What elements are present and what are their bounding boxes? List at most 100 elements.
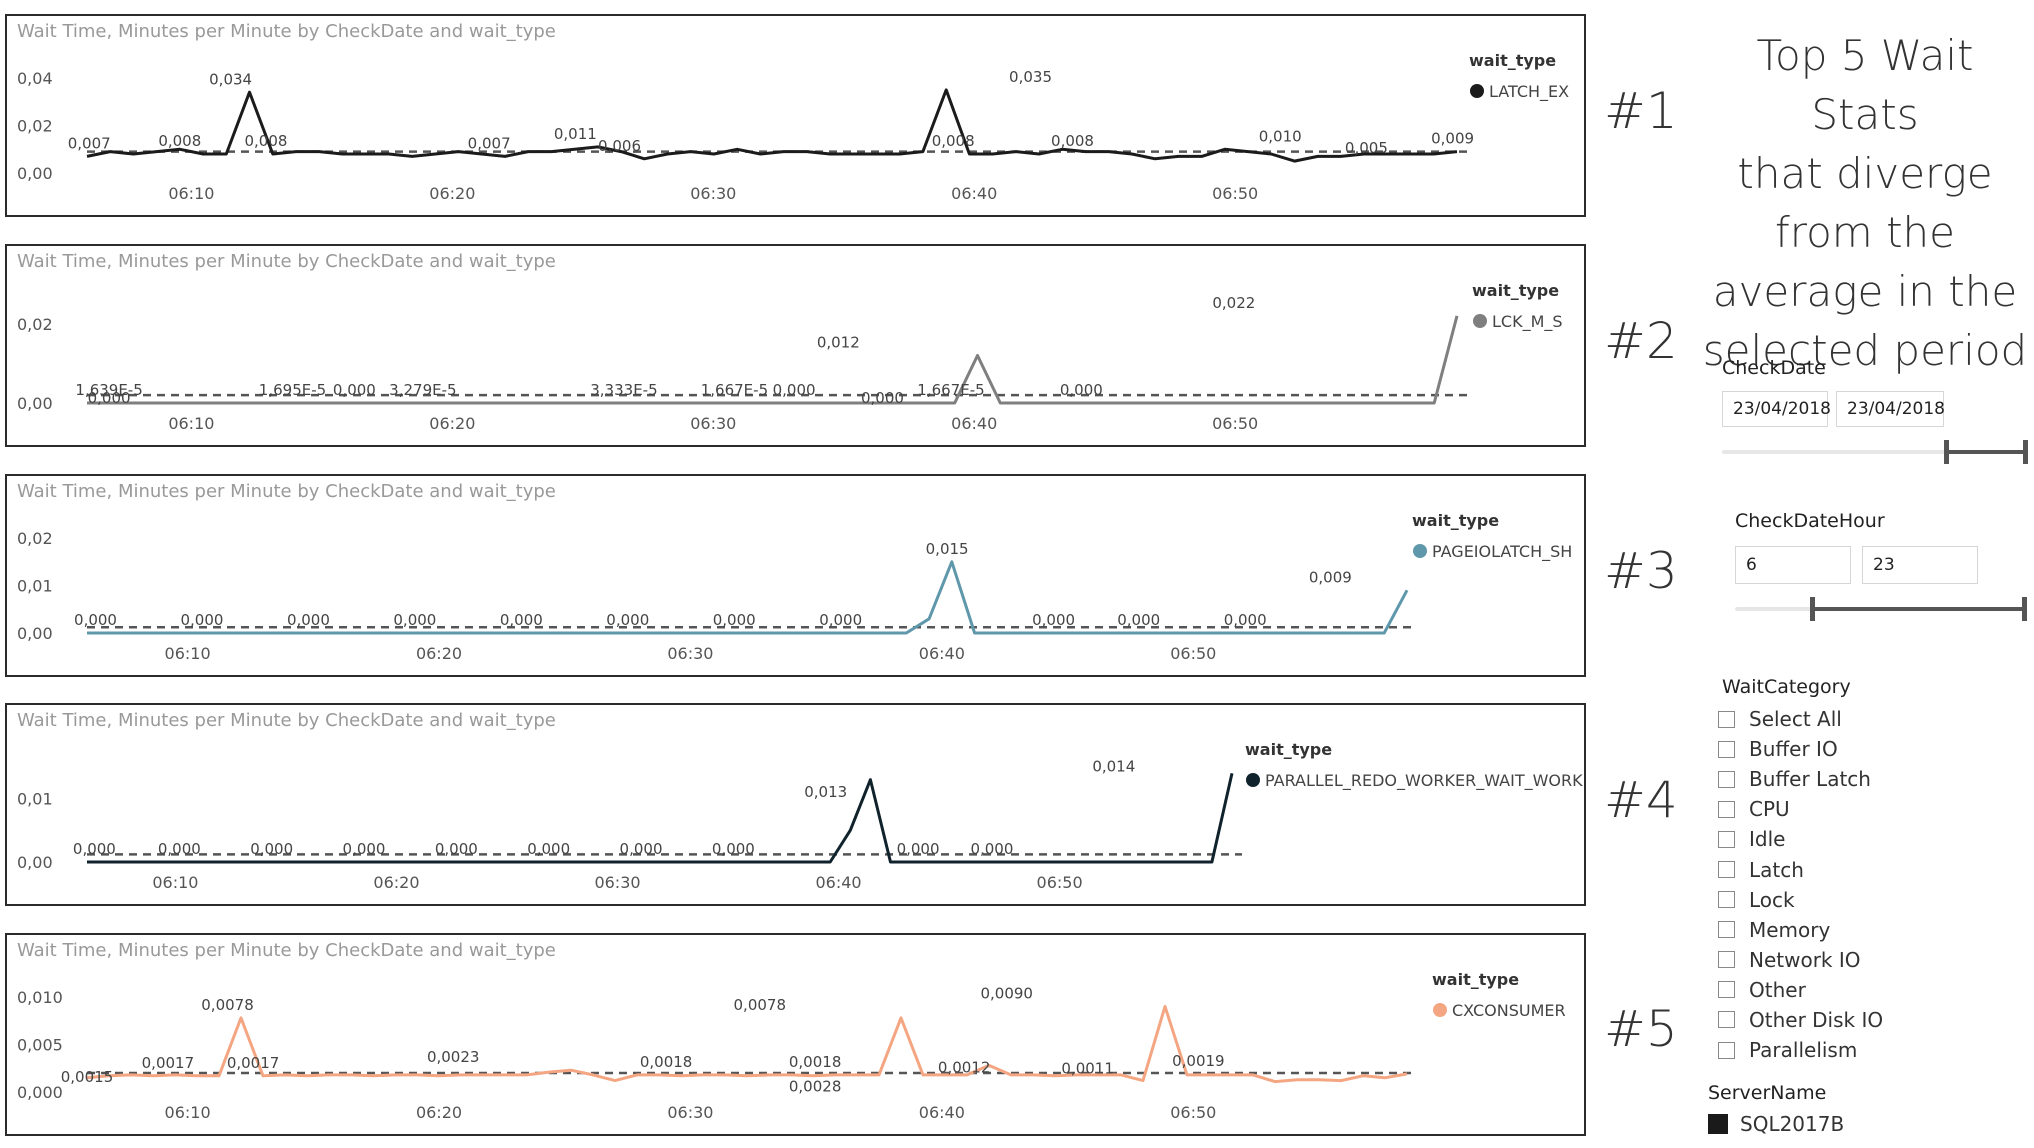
x-tick-label: 06:40 <box>919 644 965 663</box>
data-label: 0,000 <box>180 611 223 629</box>
data-label: 0,000 <box>333 381 376 399</box>
report-title-line: from the <box>1774 208 1956 257</box>
chart-panel-1[interactable]: Wait Time, Minutes per Minute by CheckDa… <box>5 14 1586 217</box>
x-tick-label: 06:30 <box>667 644 713 663</box>
legend-title: wait_type <box>1472 281 1559 300</box>
x-tick-label: 06:20 <box>429 184 475 203</box>
checkbox[interactable] <box>1718 921 1735 939</box>
checkbox[interactable] <box>1718 1041 1735 1059</box>
line-chart-cxconsumer[interactable]: Wait Time, Minutes per Minute by CheckDa… <box>7 935 1584 1134</box>
waitcategory-item[interactable]: CPU <box>1718 794 1883 824</box>
line-chart-latch-ex[interactable]: Wait Time, Minutes per Minute by CheckDa… <box>7 16 1584 215</box>
x-tick-label: 06:30 <box>690 184 736 203</box>
servername-checkbox-checked[interactable] <box>1708 1114 1728 1134</box>
legend-title: wait_type <box>1245 740 1332 759</box>
waitcategory-item[interactable]: Select All <box>1718 704 1883 734</box>
checkbox[interactable] <box>1718 740 1735 758</box>
servername-label: ServerName <box>1708 1082 1827 1104</box>
waitcategory-item[interactable]: Memory <box>1718 915 1883 945</box>
waitcategory-item[interactable]: Buffer Latch <box>1718 764 1883 794</box>
checkdatehour-from-input[interactable]: 6 <box>1735 546 1851 584</box>
checkbox[interactable] <box>1718 981 1735 999</box>
series-line <box>86 88 1458 163</box>
data-label: 0,013 <box>804 783 847 801</box>
checkbox[interactable] <box>1718 710 1735 728</box>
data-label: 0,000 <box>861 389 904 407</box>
chart-panel-2[interactable]: Wait Time, Minutes per Minute by CheckDa… <box>5 244 1586 447</box>
x-tick-label: 06:10 <box>152 873 198 892</box>
line-chart-pageiolatch-sh[interactable]: Wait Time, Minutes per Minute by CheckDa… <box>7 476 1584 675</box>
data-label: 0,008 <box>1051 132 1094 150</box>
line-chart-parallel-redo[interactable]: Wait Time, Minutes per Minute by CheckDa… <box>7 705 1584 904</box>
checkdate-slider-handle-end[interactable] <box>2023 440 2028 464</box>
checkdatehour-label: CheckDateHour <box>1735 510 1885 532</box>
checkbox[interactable] <box>1718 891 1735 909</box>
data-label: 0,000 <box>606 611 649 629</box>
data-label: 0,000 <box>158 840 201 858</box>
waitcategory-item[interactable]: Lock <box>1718 885 1883 915</box>
waitcategory-item[interactable]: Idle <box>1718 824 1883 854</box>
servername-item[interactable]: SQL2017B <box>1708 1112 1844 1136</box>
chart-panel-3[interactable]: Wait Time, Minutes per Minute by CheckDa… <box>5 474 1586 677</box>
data-label: 0,000 <box>527 840 570 858</box>
legend-series-name: PARALLEL_REDO_WORKER_WAIT_WORK <box>1265 771 1583 791</box>
x-tick-label: 06:20 <box>429 414 475 433</box>
legend-series-name: LCK_M_S <box>1492 312 1563 332</box>
data-label: 0,008 <box>158 132 201 150</box>
waitcategory-item[interactable]: Network IO <box>1718 945 1883 975</box>
y-tick-label: 0,00 <box>17 394 53 413</box>
x-tick-label: 06:20 <box>416 644 462 663</box>
data-label: 0,000 <box>1224 611 1267 629</box>
waitcategory-item[interactable]: Other <box>1718 975 1883 1005</box>
waitcategory-item-label: Other Disk IO <box>1749 1007 1884 1032</box>
waitcategory-item[interactable]: Other Disk IO <box>1718 1005 1883 1035</box>
checkdatehour-slider-handle-end[interactable] <box>2022 597 2027 621</box>
data-label: 0,009 <box>1309 568 1352 586</box>
checkbox[interactable] <box>1718 800 1735 818</box>
x-tick-label: 06:50 <box>1170 644 1216 663</box>
waitcategory-item[interactable]: Latch <box>1718 854 1883 884</box>
line-chart-lck-m-s[interactable]: Wait Time, Minutes per Minute by CheckDa… <box>7 246 1584 445</box>
data-label: 0,000 <box>250 840 293 858</box>
checkdate-slider-fill <box>1947 450 2026 454</box>
data-label: 0,000 <box>712 840 755 858</box>
rank-label-1: #1 <box>1604 82 1678 140</box>
chart-panel-5[interactable]: Wait Time, Minutes per Minute by CheckDa… <box>5 933 1586 1136</box>
checkbox[interactable] <box>1718 1011 1735 1029</box>
data-label: 0,007 <box>68 134 111 152</box>
checkdatehour-slider-handle-start[interactable] <box>1810 597 1815 621</box>
y-tick-label: 0,02 <box>17 529 53 548</box>
checkdate-from-input[interactable]: 23/04/2018 <box>1722 391 1831 427</box>
chart-title: Wait Time, Minutes per Minute by CheckDa… <box>17 710 556 731</box>
chart-panel-4[interactable]: Wait Time, Minutes per Minute by CheckDa… <box>5 703 1586 906</box>
checkdatehour-slider-fill <box>1812 607 2025 611</box>
rank-label-4: #4 <box>1604 771 1678 829</box>
checkdate-to-input[interactable]: 23/04/2018 <box>1836 391 1945 427</box>
series-line <box>87 560 1409 635</box>
x-tick-label: 06:30 <box>690 414 736 433</box>
waitcategory-item-label: Buffer Latch <box>1749 767 1871 792</box>
x-tick-label: 06:50 <box>1037 873 1083 892</box>
x-tick-label: 06:20 <box>373 873 419 892</box>
data-label: 0,0012 <box>938 1059 991 1077</box>
waitcategory-item[interactable]: Buffer IO <box>1718 734 1883 764</box>
checkbox[interactable] <box>1718 770 1735 788</box>
data-label: 0,011 <box>554 125 597 143</box>
checkdate-slider-handle-start[interactable] <box>1944 440 1949 464</box>
checkbox[interactable] <box>1718 951 1735 969</box>
checkdatehour-to-input[interactable]: 23 <box>1862 546 1978 584</box>
checkbox[interactable] <box>1718 830 1735 848</box>
waitcategory-item-label: Parallelism <box>1749 1038 1858 1063</box>
data-label: 0,0090 <box>980 985 1033 1003</box>
report-title: Top 5 Wait Stats that diverge from the a… <box>1700 26 2030 380</box>
data-label: 0,000 <box>1032 611 1075 629</box>
data-label: 0,000 <box>1060 381 1103 399</box>
waitcategory-item[interactable]: Parallelism <box>1718 1035 1883 1065</box>
data-label: 0,000 <box>287 611 330 629</box>
waitcategory-item-label: Memory <box>1749 917 1831 942</box>
data-label: 0,0018 <box>789 1053 842 1071</box>
checkdate-slider-track[interactable] <box>1722 450 2028 454</box>
data-label: 0,010 <box>1259 127 1302 145</box>
checkbox[interactable] <box>1718 861 1735 879</box>
report-title-line: that diverge <box>1737 149 1993 198</box>
